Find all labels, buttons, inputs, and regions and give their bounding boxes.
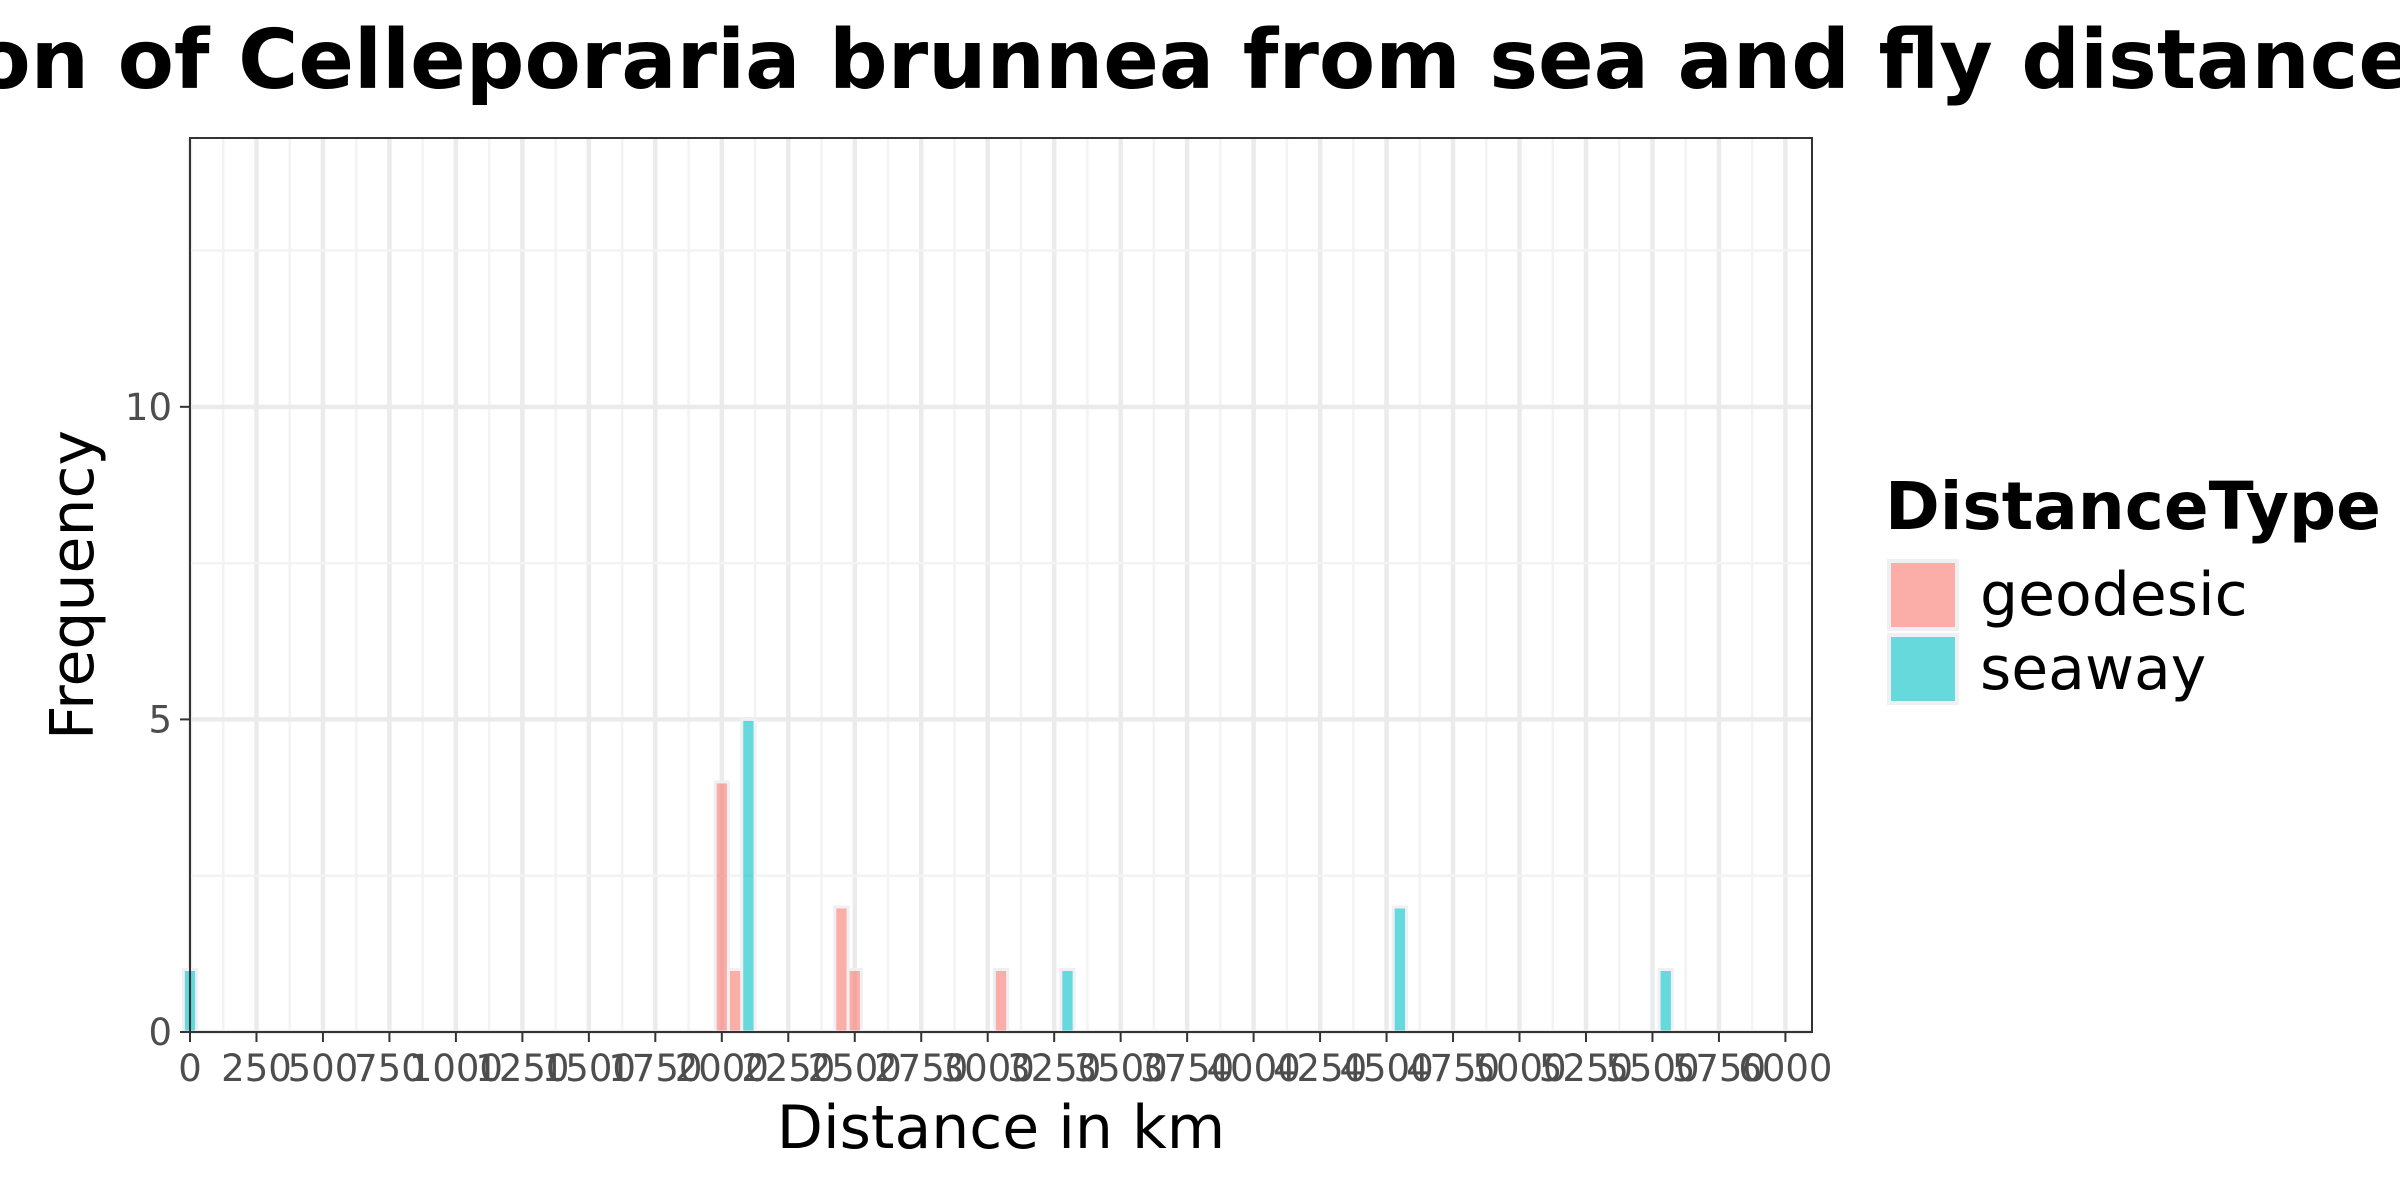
plot-panel [190, 138, 1812, 1032]
x-tick-label: 1500 [542, 1047, 636, 1090]
x-tick-label: 750 [354, 1047, 425, 1090]
y-axis-label: Frequency [38, 430, 108, 740]
legend-key-seaway [1887, 633, 1959, 705]
y-tick-label: 10 [125, 386, 172, 429]
x-tick-label: 4500 [1339, 1047, 1433, 1090]
x-tick-label: 4000 [1207, 1047, 1301, 1090]
bar-geodesic [713, 780, 730, 1034]
grid-lines [187, 138, 1812, 1035]
bar-seaway [1657, 967, 1674, 1034]
bar-geodesic [846, 967, 863, 1034]
x-tick-label: 2250 [741, 1047, 835, 1090]
bar-geodesic [726, 967, 744, 1034]
x-tick-label: 2750 [874, 1047, 968, 1090]
bar-geodesic [833, 905, 850, 1034]
plot-border [189, 137, 1813, 1033]
x-tick-label: 0 [178, 1047, 202, 1090]
y-tick-label: 5 [148, 698, 172, 741]
x-axis-label: Distance in km [777, 1093, 1225, 1163]
legend-label-seaway: seaway [1980, 634, 2206, 704]
x-tick-label: 4250 [1273, 1047, 1367, 1090]
x-tick-label: 2500 [808, 1047, 902, 1090]
x-tick-label: 500 [288, 1047, 359, 1090]
x-tick-label: 250 [221, 1047, 292, 1090]
chart-title: Distribution of Celleporaria brunnea fro… [0, 13, 2400, 108]
x-tick-label: 3750 [1140, 1047, 1234, 1090]
x-tick-label: 1000 [409, 1047, 503, 1090]
x-tick-label: 3000 [941, 1047, 1035, 1090]
x-axis: 0 250500750100012501500175020002250250027… [178, 1032, 1832, 1090]
x-tick-label: 3250 [1007, 1047, 1101, 1090]
legend-label-geodesic: geodesic [1980, 560, 2248, 630]
bar-seaway [1391, 905, 1409, 1034]
legend-title: DistanceType [1885, 468, 2381, 545]
x-tick-label: 5500 [1605, 1047, 1699, 1090]
x-tick-label: 2000 [675, 1047, 769, 1090]
legend-key-geodesic [1887, 559, 1959, 631]
x-tick-label: 3500 [1074, 1047, 1168, 1090]
x-tick-label: 5250 [1539, 1047, 1633, 1090]
y-tick-label: 0 [148, 1011, 172, 1054]
x-tick-label: 1250 [475, 1047, 569, 1090]
bar-geodesic [992, 967, 1010, 1034]
x-tick-label: 5750 [1672, 1047, 1766, 1090]
bar-seaway [740, 717, 757, 1034]
x-tick-label: 5000 [1472, 1047, 1566, 1090]
x-tick-label: 1750 [608, 1047, 702, 1090]
y-axis: 0 5 10 [125, 386, 190, 1054]
x-tick-label: 6000 [1738, 1047, 1832, 1090]
bar-seaway [1059, 967, 1076, 1034]
x-tick-label: 4750 [1406, 1047, 1500, 1090]
